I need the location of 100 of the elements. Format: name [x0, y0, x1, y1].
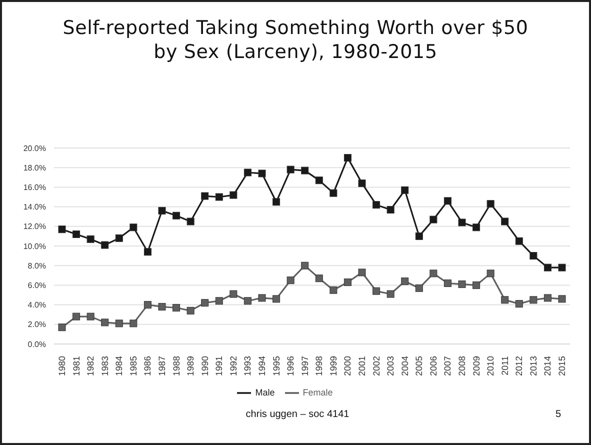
x-tick-label: 1984 — [114, 356, 124, 376]
point — [486, 270, 494, 278]
x-tick-label: 2008 — [457, 356, 467, 376]
text: 5 — [555, 409, 561, 420]
point — [144, 301, 152, 309]
x-tick-label: 1994 — [257, 356, 267, 376]
point — [244, 297, 252, 305]
point — [115, 320, 123, 328]
point — [544, 264, 552, 272]
x-tick-label: 2009 — [471, 356, 482, 376]
point — [215, 193, 223, 201]
point — [501, 218, 509, 226]
point — [372, 201, 380, 209]
legend-label: Female — [302, 387, 333, 398]
point — [430, 270, 438, 278]
x-tick-label: 1995 — [271, 356, 282, 376]
point — [330, 286, 338, 294]
point — [286, 166, 294, 174]
point — [272, 295, 280, 303]
point — [230, 191, 238, 199]
point — [258, 294, 266, 302]
text: chris uggen – soc 4141 — [246, 409, 350, 420]
point — [358, 180, 366, 188]
y-tick-label: 8.0% — [28, 261, 46, 270]
point — [86, 235, 94, 243]
point — [458, 218, 466, 226]
point — [415, 232, 423, 240]
y-tick-label: 14.0% — [23, 202, 46, 212]
x-tick-label: 1990 — [200, 356, 210, 376]
point — [258, 170, 266, 178]
x-tick-label: 2010 — [486, 356, 496, 376]
x-tick-label: 1985 — [128, 356, 138, 376]
point — [430, 216, 438, 224]
point — [130, 224, 138, 232]
x-tick-label: 1992 — [228, 356, 238, 376]
point — [344, 278, 352, 286]
x-tick-label: 1980 — [57, 356, 67, 376]
point — [286, 276, 294, 284]
x-tick-label: 1993 — [242, 356, 253, 376]
x-tick-label: 2012 — [514, 356, 524, 376]
point — [530, 252, 538, 260]
point — [158, 303, 166, 311]
x-tick-label: 2007 — [442, 356, 453, 376]
x-tick-label: 2014 — [542, 356, 553, 376]
point — [201, 299, 209, 307]
x-tick-label: 2006 — [428, 356, 438, 376]
point — [244, 168, 252, 176]
y-tick-label: 20.0% — [23, 144, 46, 153]
point — [386, 206, 394, 214]
point — [386, 290, 394, 298]
point — [115, 234, 123, 242]
point — [558, 295, 566, 303]
y-tick-label: 2.0% — [28, 320, 46, 330]
point — [301, 262, 309, 270]
x-tick-label: 1999 — [328, 356, 338, 376]
point — [344, 154, 352, 162]
x-tick-label: 1997 — [300, 356, 310, 376]
point — [58, 324, 66, 332]
x-tick-label: 2015 — [557, 356, 567, 376]
point — [401, 278, 409, 286]
x-tick-label: 2004 — [400, 356, 410, 376]
point — [315, 176, 323, 184]
point — [215, 297, 223, 305]
point — [472, 281, 480, 289]
point — [330, 189, 338, 197]
point — [186, 218, 194, 226]
x-tick-label: 2005 — [414, 356, 424, 376]
point — [101, 241, 109, 249]
point — [172, 304, 180, 312]
point — [315, 274, 323, 282]
x-tick-label: 1983 — [100, 356, 110, 376]
x-tick-label: 1996 — [286, 356, 296, 376]
x-tick-label: 2001 — [357, 356, 367, 376]
point — [72, 312, 80, 320]
y-tick-label: 16.0% — [23, 183, 46, 192]
x-tick-label: 1986 — [142, 356, 153, 376]
point — [201, 192, 209, 200]
x-tick-label: 1982 — [86, 356, 96, 376]
y-tick-label: 10.0% — [23, 242, 46, 251]
point — [301, 166, 309, 174]
point — [501, 296, 509, 304]
point — [158, 206, 166, 214]
point — [444, 279, 452, 287]
x-tick-label: 1998 — [314, 356, 324, 376]
point — [558, 264, 566, 272]
point — [86, 312, 94, 320]
point — [372, 287, 380, 295]
point — [401, 186, 409, 194]
x-tick-label: 2003 — [386, 356, 396, 376]
point — [358, 268, 366, 276]
x-tick-label: 2011 — [500, 356, 510, 376]
point — [186, 306, 194, 314]
point — [230, 290, 238, 298]
point — [272, 198, 280, 206]
x-tick-label: 2002 — [371, 356, 382, 376]
y-tick-label: 6.0% — [28, 281, 46, 290]
y-tick-label: 0.0% — [28, 340, 46, 349]
x-tick-label: 1987 — [157, 356, 167, 376]
x-tick-label: 1988 — [171, 356, 182, 376]
legend-label: Male — [255, 387, 275, 398]
